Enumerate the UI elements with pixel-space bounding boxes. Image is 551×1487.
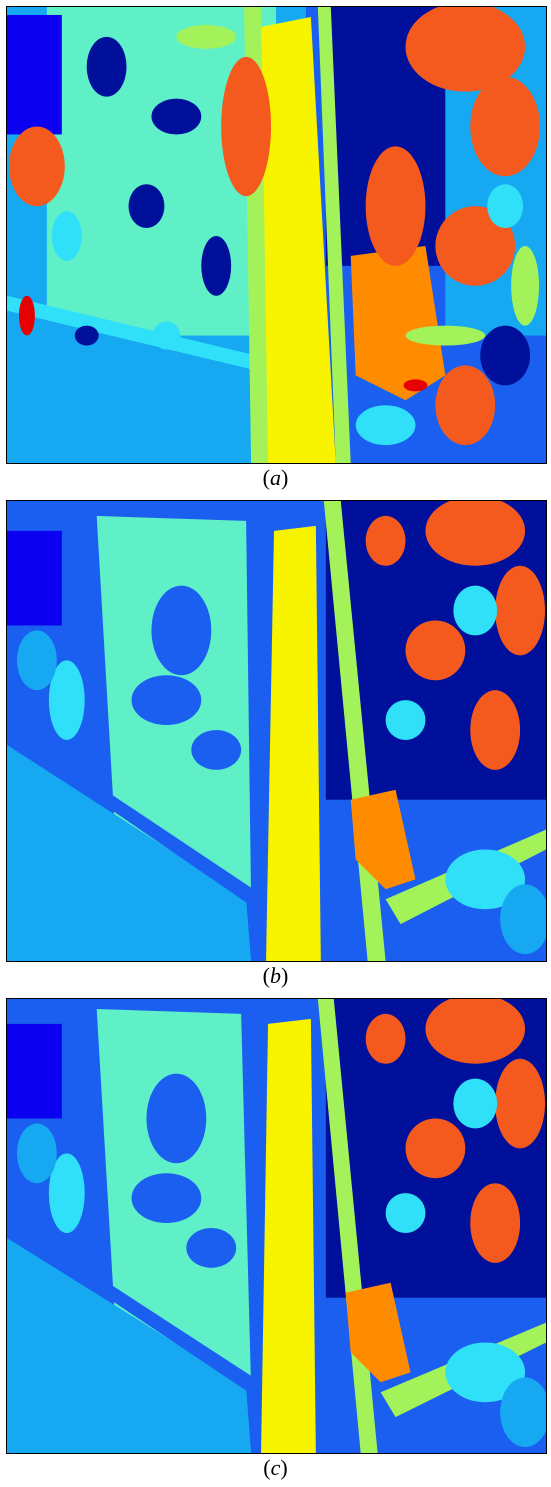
classification-map-b	[6, 500, 547, 962]
caption-b: (b)	[262, 963, 289, 988]
map-a-image	[7, 7, 546, 463]
caption-c: (c)	[263, 1455, 288, 1480]
classification-map-a	[6, 6, 547, 464]
map-c-image	[7, 999, 546, 1453]
classification-map-c	[6, 998, 547, 1454]
caption-a: (a)	[262, 465, 289, 490]
map-b-image	[7, 501, 546, 961]
